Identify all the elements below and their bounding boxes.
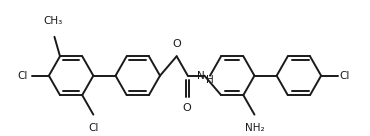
Text: H: H [206,75,213,85]
Text: CH₃: CH₃ [43,16,63,26]
Text: Cl: Cl [339,71,350,81]
Text: Cl: Cl [18,71,28,81]
Text: Cl: Cl [88,123,98,133]
Text: NH₂: NH₂ [245,123,264,133]
Text: O: O [172,39,181,49]
Text: O: O [182,103,191,113]
Text: N: N [197,71,205,81]
